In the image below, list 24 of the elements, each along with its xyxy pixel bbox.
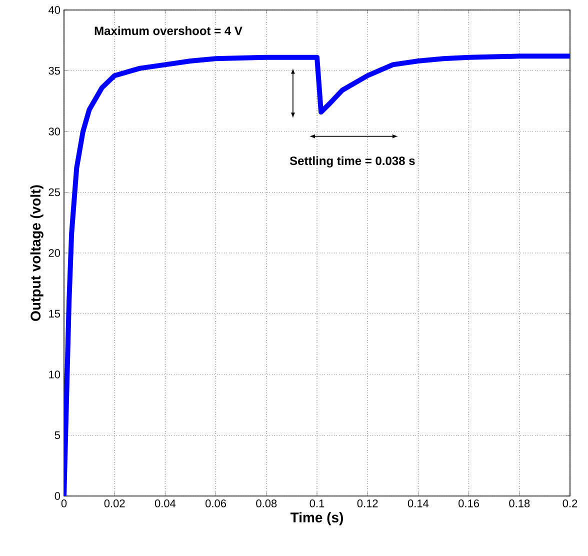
x-tick-label: 0.04 bbox=[154, 500, 176, 508]
y-tick-label: 30 bbox=[48, 128, 60, 136]
y-tick-label: 40 bbox=[48, 6, 60, 14]
y-tick-label: 5 bbox=[54, 431, 60, 440]
x-axis-title: Time (s) bbox=[290, 512, 344, 526]
x-tick-label: 0.18 bbox=[509, 500, 530, 508]
y-tick-label: 10 bbox=[49, 370, 60, 378]
x-tick-label: 0.2 bbox=[562, 500, 578, 508]
x-tick-label: 0.16 bbox=[458, 500, 480, 508]
y-tick-label: 0 bbox=[54, 492, 60, 500]
x-tick-label: 0.06 bbox=[206, 500, 226, 508]
x-tick-label: 0.14 bbox=[408, 500, 429, 508]
y-tick-label: 20 bbox=[48, 249, 60, 257]
x-tick-label: 0 bbox=[61, 500, 67, 508]
y-tick-label: 35 bbox=[48, 66, 60, 75]
y-tick-label: 25 bbox=[48, 188, 60, 196]
y-tick-label: 15 bbox=[49, 310, 60, 318]
y-axis-title: Output voltage (volt) bbox=[30, 185, 44, 321]
annotation: Maximum overshoot = 4 V bbox=[94, 26, 242, 36]
x-tick-label: 0.08 bbox=[256, 500, 277, 508]
x-tick-label: 0.12 bbox=[357, 500, 378, 508]
x-tick-label: 0.02 bbox=[104, 500, 125, 508]
x-tick-label: 0.1 bbox=[310, 500, 324, 508]
annotation: Settling time = 0.038 s bbox=[290, 156, 415, 168]
